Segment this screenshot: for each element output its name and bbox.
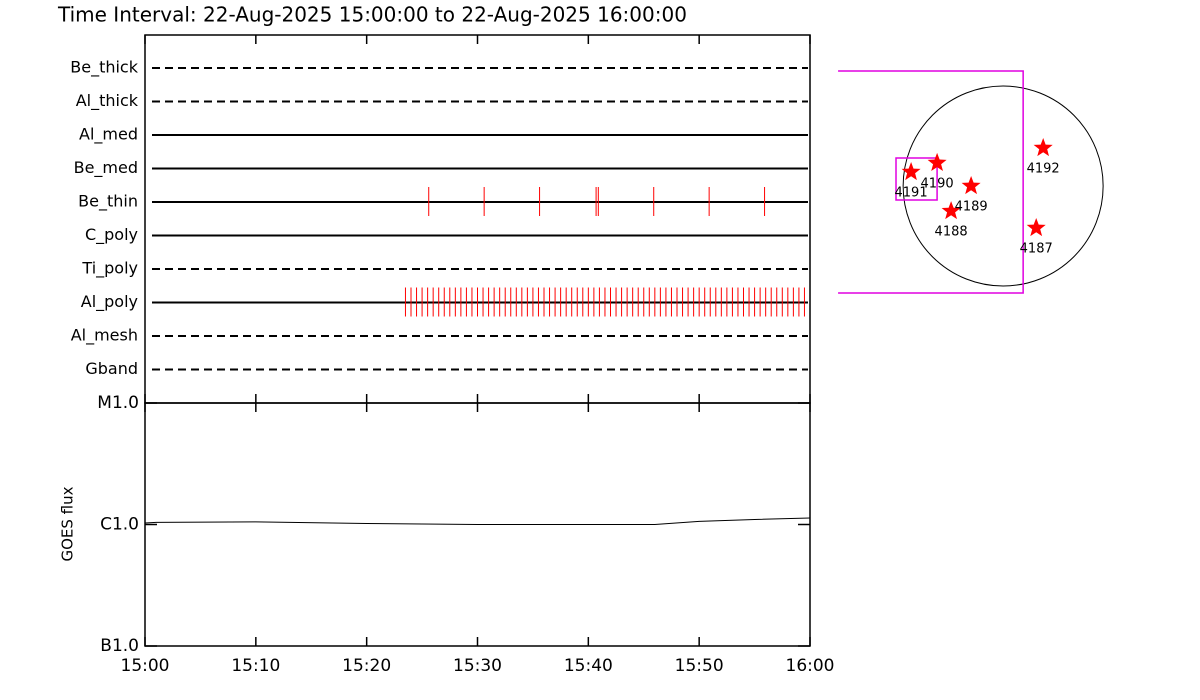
row-label: Al_med <box>79 125 138 145</box>
y-tick-label: M1.0 <box>97 393 139 413</box>
y-tick-label: C1.0 <box>100 515 139 535</box>
x-tick-label: 15:50 <box>675 656 724 676</box>
x-tick-label: 15:20 <box>342 656 391 676</box>
row-label: C_poly <box>85 225 138 245</box>
timeline-frame <box>144 34 811 404</box>
active-region <box>927 152 947 171</box>
active-region <box>1033 138 1053 157</box>
row-label: Al_mesh <box>71 326 138 346</box>
x-tick-label: 15:30 <box>453 656 502 676</box>
x-tick-label: 15:00 <box>121 656 170 676</box>
goes-line <box>144 517 811 525</box>
active-region <box>941 201 961 220</box>
region-label: 4190 <box>921 176 954 191</box>
region-label: 4187 <box>1020 242 1053 257</box>
active-region <box>961 176 981 195</box>
row-label: Be_thick <box>70 58 138 78</box>
x-tick-label: 15:10 <box>231 656 280 676</box>
active-region <box>1026 218 1046 237</box>
row-label: Al_thick <box>76 91 139 111</box>
row-label: Be_med <box>74 158 138 178</box>
row-label: Be_thin <box>78 192 138 212</box>
fov-box <box>838 70 1024 294</box>
region-label: 4192 <box>1027 162 1060 177</box>
x-tick-label: 16:00 <box>786 656 835 676</box>
y-tick-label: B1.0 <box>100 636 139 656</box>
region-label: 4189 <box>955 200 988 215</box>
region-label: 4188 <box>935 225 968 240</box>
x-tick-label: 15:40 <box>564 656 613 676</box>
solar-disk <box>902 85 1104 287</box>
row-label: Al_poly <box>81 292 138 312</box>
row-label: Ti_poly <box>81 259 138 279</box>
active-region <box>901 162 921 181</box>
subfov-box <box>895 157 938 201</box>
row-label: Gband <box>85 359 138 378</box>
chart-title: Time Interval: 22-Aug-2025 15:00:00 to 2… <box>57 3 687 27</box>
y-axis-label: GOES flux <box>59 486 77 561</box>
region-label: 4191 <box>895 186 928 201</box>
